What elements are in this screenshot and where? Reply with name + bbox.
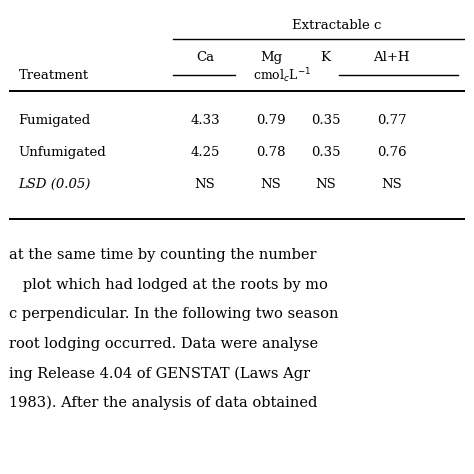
Text: LSD (0.05): LSD (0.05): [18, 178, 91, 191]
Text: NS: NS: [261, 178, 282, 191]
Text: 0.76: 0.76: [377, 146, 407, 159]
Text: Treatment: Treatment: [18, 69, 89, 82]
Text: Ca: Ca: [196, 51, 214, 64]
Text: Unfumigated: Unfumigated: [18, 146, 106, 159]
Text: 0.35: 0.35: [311, 114, 340, 128]
Text: Fumigated: Fumigated: [18, 114, 91, 128]
Text: root lodging occurred. Data were analyse: root lodging occurred. Data were analyse: [9, 337, 319, 351]
Text: 0.79: 0.79: [256, 114, 286, 128]
Text: NS: NS: [382, 178, 402, 191]
Text: K: K: [321, 51, 331, 64]
Text: cmol$_c$L$^{-1}$: cmol$_c$L$^{-1}$: [254, 66, 311, 85]
Text: c perpendicular. In the following two season: c perpendicular. In the following two se…: [9, 307, 339, 321]
Text: 0.77: 0.77: [377, 114, 407, 128]
Text: 0.35: 0.35: [311, 146, 340, 159]
Text: 4.33: 4.33: [191, 114, 220, 128]
Text: Mg: Mg: [260, 51, 282, 64]
Text: plot which had lodged at the roots by mo: plot which had lodged at the roots by mo: [9, 278, 328, 292]
Text: 1983). After the analysis of data obtained: 1983). After the analysis of data obtain…: [9, 396, 318, 410]
Text: NS: NS: [195, 178, 216, 191]
Text: 0.78: 0.78: [256, 146, 286, 159]
Text: NS: NS: [315, 178, 336, 191]
Text: at the same time by counting the number: at the same time by counting the number: [9, 248, 317, 262]
Text: 4.25: 4.25: [191, 146, 220, 159]
Text: ing Release 4.04 of GENSTAT (Laws Agr: ing Release 4.04 of GENSTAT (Laws Agr: [9, 366, 310, 381]
Text: Al+H: Al+H: [374, 51, 410, 64]
Text: Extractable c: Extractable c: [292, 19, 381, 32]
